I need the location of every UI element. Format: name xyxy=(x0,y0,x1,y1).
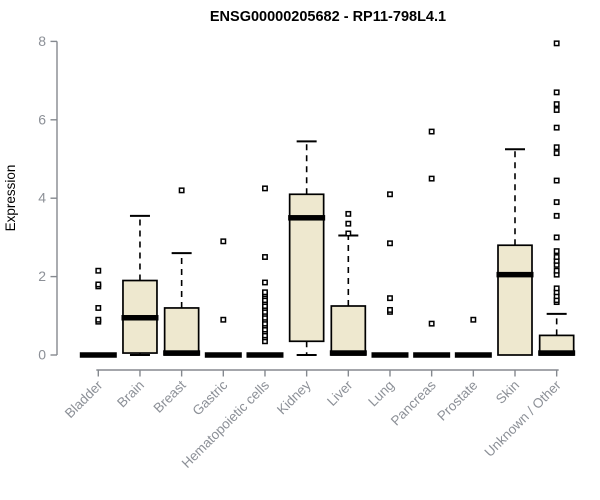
y-tick-label: 0 xyxy=(38,347,46,363)
outlier-point xyxy=(95,316,102,323)
box-group xyxy=(538,40,576,356)
x-tick-label: Prostate xyxy=(434,378,480,424)
y-tick-label: 2 xyxy=(38,268,46,284)
x-tick-label: Kidney xyxy=(274,377,314,417)
outlier-point xyxy=(553,101,560,108)
outlier-point xyxy=(387,295,393,302)
outlier-point xyxy=(262,254,268,260)
outlier-point xyxy=(553,144,560,151)
outlier-point xyxy=(553,150,560,157)
box-group xyxy=(288,140,326,356)
y-tick-label: 4 xyxy=(38,190,46,206)
outlier-point xyxy=(553,107,560,113)
outlier-point xyxy=(553,177,560,184)
outlier-point xyxy=(428,175,435,182)
median-line xyxy=(204,352,242,358)
median-line xyxy=(329,350,367,356)
outlier-point xyxy=(553,285,560,292)
outlier-point xyxy=(262,279,268,286)
outlier-point xyxy=(553,40,560,47)
x-tick-label: Bladder xyxy=(62,377,106,421)
outlier-point xyxy=(220,238,227,245)
median-line xyxy=(413,352,451,358)
outlier-point xyxy=(262,289,268,296)
box-group xyxy=(454,316,492,358)
median-line xyxy=(371,352,409,358)
outlier-point xyxy=(553,212,560,219)
outlier-point xyxy=(95,281,102,288)
outlier-point xyxy=(428,320,435,327)
outlier-point xyxy=(553,124,560,131)
outlier-point xyxy=(553,248,560,255)
box-group xyxy=(79,267,117,358)
y-tick-label: 8 xyxy=(38,33,46,49)
median-line xyxy=(246,352,284,358)
x-tick-label: Skin xyxy=(493,378,522,407)
outlier-point xyxy=(387,306,393,313)
outlier-point xyxy=(345,230,352,237)
outlier-point xyxy=(345,210,352,217)
x-tick-label: Liver xyxy=(324,377,356,409)
box-group xyxy=(413,128,451,358)
outlier-point xyxy=(553,234,560,241)
x-tick-label: Breast xyxy=(151,377,189,415)
outlier-point xyxy=(428,128,435,135)
outlier-point xyxy=(262,185,268,192)
x-tick-label: Brain xyxy=(114,378,147,411)
outlier-point xyxy=(387,191,393,198)
median-line xyxy=(454,352,492,358)
outlier-point xyxy=(553,254,560,260)
outlier-point xyxy=(553,199,560,206)
box-series xyxy=(79,40,576,358)
median-line xyxy=(538,350,576,356)
box-group xyxy=(204,238,242,358)
outlier-point xyxy=(553,267,560,274)
x-tick-label: Gastric xyxy=(190,377,231,418)
outlier-point xyxy=(220,316,227,323)
outlier-point xyxy=(387,240,393,247)
outlier-point xyxy=(95,305,102,311)
outlier-point xyxy=(470,316,477,323)
box xyxy=(497,244,533,356)
median-line xyxy=(163,350,201,356)
y-tick-label: 6 xyxy=(38,111,46,127)
outlier-point xyxy=(178,187,185,194)
median-line xyxy=(288,215,326,221)
x-tick-label: Unknown / Other xyxy=(482,377,565,460)
box-group xyxy=(329,210,367,356)
x-tick-label: Pancreas xyxy=(388,377,439,428)
outlier-point xyxy=(95,267,102,274)
median-line xyxy=(79,352,117,358)
x-tick-label: Lung xyxy=(365,378,397,410)
chart-title: ENSG00000205682 - RP11-798L4.1 xyxy=(210,9,446,25)
median-line xyxy=(496,271,534,278)
median-line xyxy=(121,315,159,321)
box-group xyxy=(121,214,159,356)
box-group xyxy=(496,148,534,356)
box-group xyxy=(246,185,284,358)
box-group xyxy=(371,191,409,358)
box-group xyxy=(163,187,201,356)
outlier-point xyxy=(345,220,352,227)
box xyxy=(330,305,367,356)
y-axis-label: Expression xyxy=(3,165,18,232)
outlier-point xyxy=(553,89,560,96)
box xyxy=(163,307,200,356)
